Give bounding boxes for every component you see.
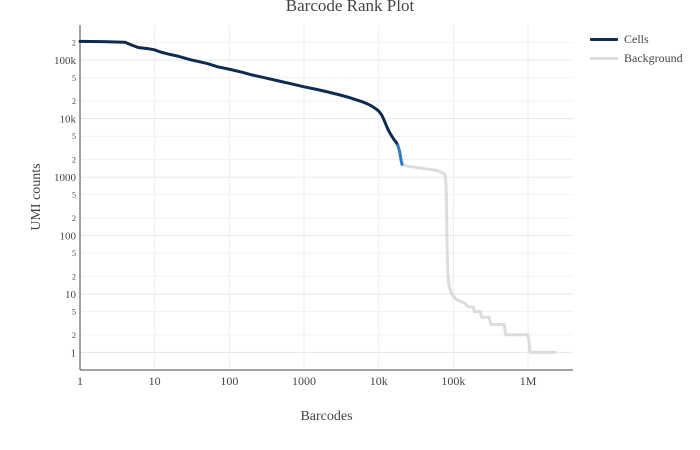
y-minor-tick-label: 5 (72, 191, 76, 200)
legend-swatch-background (590, 57, 618, 60)
x-tick-label: 10k (370, 374, 388, 388)
y-minor-tick-label: 2 (72, 331, 76, 340)
series-line-cells (78, 39, 400, 147)
y-tick-labels: 1 10 100 1000 10k 100k 2 5 2 5 2 5 2 5 2 5 2 (54, 39, 77, 360)
axes (79, 25, 573, 371)
x-tick-label: 1M (520, 374, 537, 388)
y-tick-label: 100 (60, 231, 77, 243)
y-minor-tick-label: 2 (72, 155, 76, 164)
x-tick-label: 10 (149, 374, 161, 388)
legend-swatch-cells (590, 38, 618, 41)
series-line-background (400, 162, 557, 354)
y-tick-label: 10 (65, 289, 77, 301)
y-tick-label: 1000 (54, 172, 77, 184)
grid-lines (80, 25, 573, 370)
y-minor-tick-label: 2 (72, 214, 76, 223)
x-tick-label: 1000 (292, 374, 316, 388)
x-tick-label: 100k (441, 374, 465, 388)
legend: Cells Background (590, 30, 683, 68)
x-tick-label: 1 (77, 374, 83, 388)
y-minor-tick-label: 2 (72, 97, 76, 106)
y-minor-tick-label: 5 (72, 132, 76, 141)
x-axis-label: Barcodes (300, 409, 353, 424)
y-tick-label: 1 (71, 347, 77, 359)
series-line-transition (396, 143, 404, 166)
y-minor-tick-label: 5 (72, 308, 76, 317)
x-tick-label: 100 (220, 374, 238, 388)
y-minor-tick-label: 2 (72, 272, 76, 281)
series-lines (78, 39, 557, 354)
legend-label-background: Background (624, 51, 683, 65)
legend-label-cells: Cells (624, 32, 649, 46)
x-tick-labels: 1 10 100 1000 10k 100k 1M (77, 374, 537, 388)
y-minor-tick-label: 2 (72, 39, 76, 48)
y-minor-tick-label: 5 (72, 249, 76, 258)
y-minor-tick-label: 5 (72, 74, 76, 83)
legend-item-cells[interactable]: Cells (590, 30, 683, 49)
legend-item-background[interactable]: Background (590, 49, 683, 68)
chart-title: Barcode Rank Plot (285, 0, 415, 15)
y-tick-label: 10k (60, 114, 77, 126)
y-axis-label: UMI counts (29, 163, 44, 231)
y-tick-label: 100k (54, 55, 77, 67)
